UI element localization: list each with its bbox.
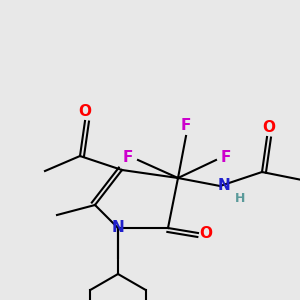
Text: O: O: [79, 103, 92, 118]
Text: F: F: [221, 151, 231, 166]
Text: N: N: [112, 220, 124, 236]
Text: O: O: [262, 119, 275, 134]
Text: F: F: [181, 118, 191, 134]
Text: O: O: [200, 226, 212, 241]
Text: H: H: [235, 191, 245, 205]
Text: N: N: [218, 178, 230, 194]
Text: F: F: [123, 151, 133, 166]
